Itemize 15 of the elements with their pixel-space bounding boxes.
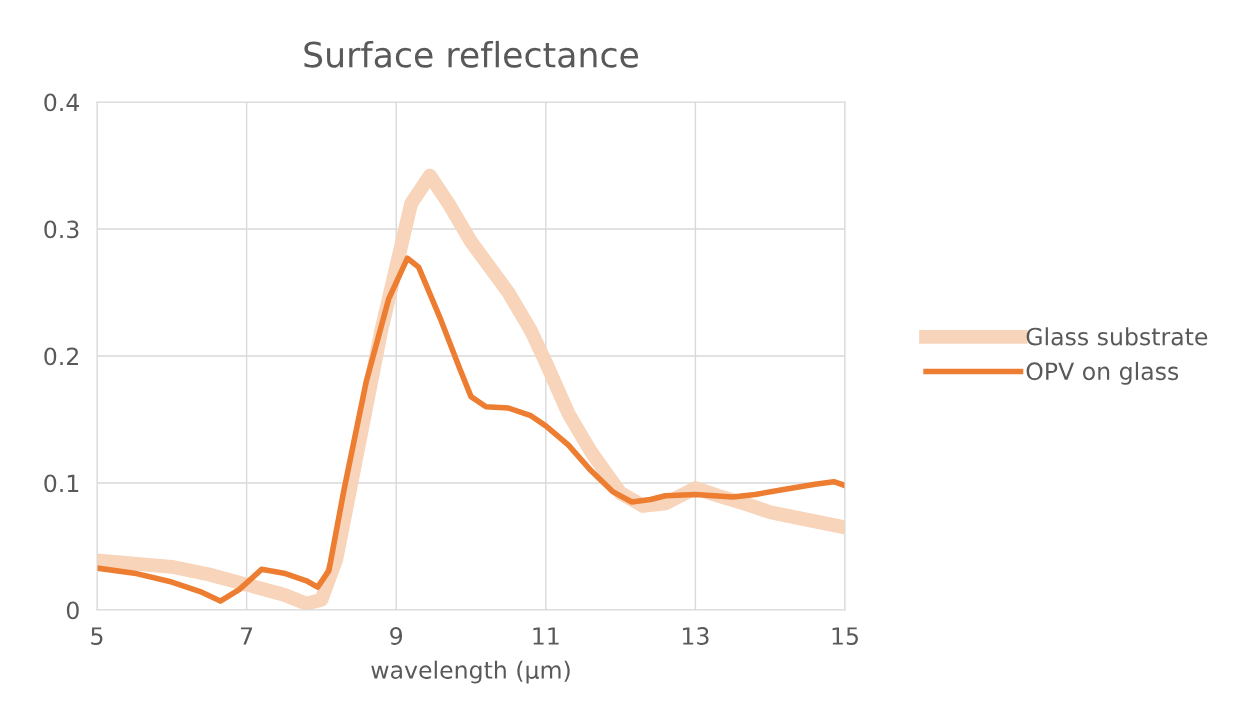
- y-tick-label: 0.1: [44, 474, 79, 493]
- chart-title: Surface reflectance: [304, 40, 639, 68]
- x-tick-label: 15: [832, 627, 858, 645]
- y-tick-label: 0.3: [44, 220, 79, 239]
- x-tick-label: 11: [533, 627, 559, 645]
- legend-label: Glass substrate: [1026, 327, 1208, 346]
- legend-label: OPV on glass: [1026, 361, 1179, 385]
- y-tick-label: 0.4: [44, 93, 80, 112]
- x-tick-label: 9: [390, 627, 403, 645]
- x-tick-label: 13: [682, 627, 709, 645]
- x-axis-title: wavelength (µm): [371, 660, 570, 684]
- x-tick-label: 7: [241, 627, 253, 645]
- y-tick-label: 0.2: [44, 347, 78, 366]
- y-tick-label: 0: [66, 601, 79, 620]
- x-tick-label: 5: [91, 627, 103, 645]
